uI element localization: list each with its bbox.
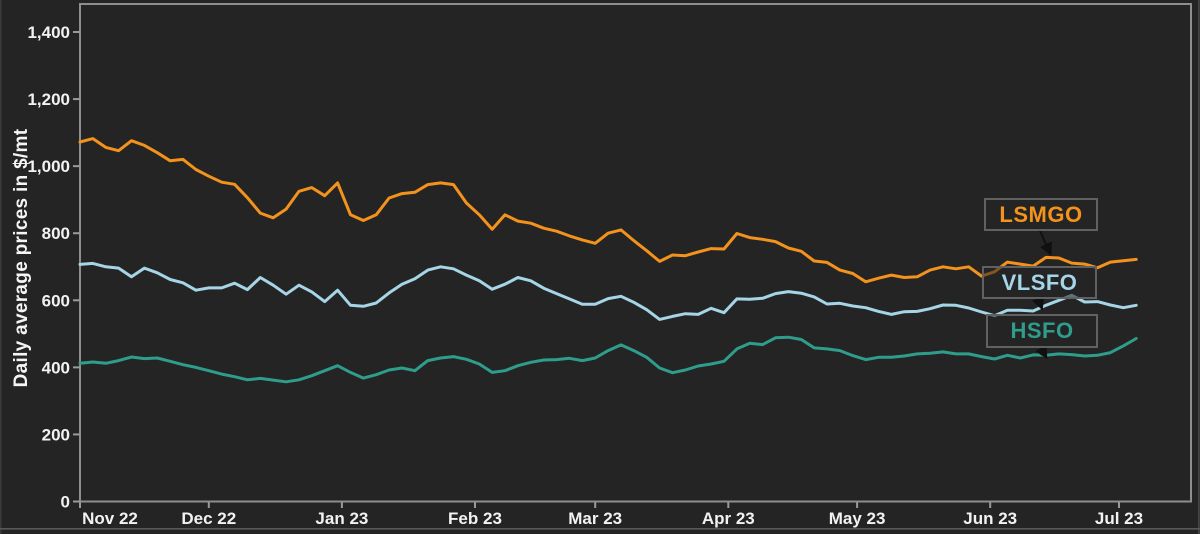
x-tick-label: Feb 23 (448, 509, 502, 528)
x-tick-label: Jul 23 (1095, 509, 1143, 528)
x-tick-label: Jun 23 (963, 509, 1017, 528)
series-label-vlsfo-text: VLSFO (1001, 269, 1078, 295)
x-tick-label: Dec 22 (181, 509, 236, 528)
series-line-lsmgo (78, 137, 1138, 284)
annotation-arrow-lsmgo (1039, 230, 1052, 256)
series-label-lsmgo-text: LSMGO (999, 201, 1083, 227)
x-tick-label: Nov 22 (82, 509, 138, 528)
y-tick-label: 0 (61, 493, 70, 512)
y-tick-label: 800 (42, 224, 70, 243)
annotation-arrow-vlsfo (1032, 296, 1045, 311)
annotation-arrow-hsfo (1035, 344, 1048, 360)
series-line-vlsfo (78, 261, 1138, 321)
y-tick-label: 1,400 (27, 23, 70, 42)
series-label-lsmgo: LSMGO (984, 198, 1098, 231)
y-tick-label: 1,200 (27, 90, 70, 109)
plot-border (79, 3, 1192, 503)
y-tick-label: 200 (42, 425, 70, 444)
x-tick-label: May 23 (829, 509, 886, 528)
series-label-vlsfo: VLSFO (982, 266, 1097, 299)
series-label-hsfo: HSFO (986, 314, 1098, 348)
x-tick-label: Apr 23 (702, 509, 755, 528)
x-tick-label: Jan 23 (315, 509, 368, 528)
y-tick-label: 400 (42, 358, 70, 377)
series-label-hsfo-text: HSFO (1010, 318, 1074, 343)
series-line-hsfo (78, 335, 1138, 384)
y-tick-label: 600 (42, 291, 70, 310)
y-tick-label: 1,000 (27, 157, 70, 176)
x-tick-label: Mar 23 (568, 509, 622, 528)
